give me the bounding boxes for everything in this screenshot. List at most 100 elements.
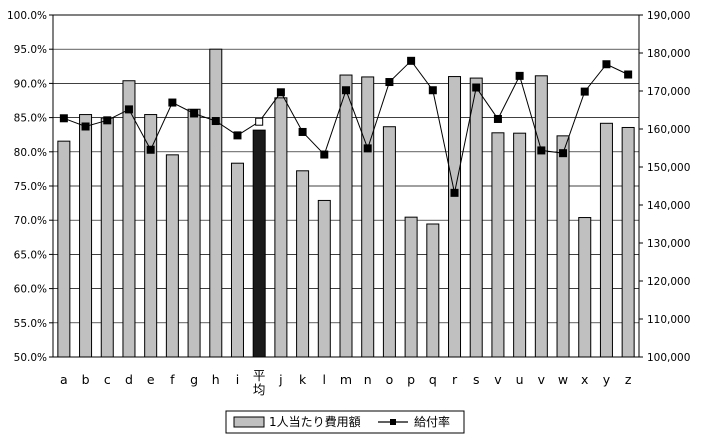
bar [230,162,244,358]
line-marker [190,109,199,118]
bar [100,117,114,358]
bar [621,126,635,358]
line-marker [580,87,589,96]
legend-bar-label: 1人当たり費用額 [269,414,361,429]
line-marker [124,105,133,114]
right-tick-label: 110,000 [647,314,690,326]
bar [79,114,93,358]
line-marker [537,146,546,155]
right-tick-label: 100,000 [647,352,690,364]
bar [57,140,71,358]
line-marker [168,98,177,107]
category-label: y [603,372,611,387]
line-marker [385,78,394,87]
category-label: b [82,372,90,387]
line-series [59,56,633,197]
left-tick-label: 55.0% [14,318,47,330]
right-tick-label: 120,000 [647,276,690,288]
category-label: d [125,372,133,387]
line-marker [81,122,90,131]
legend-line-label: 給付率 [414,414,450,429]
category-label: l [323,372,326,387]
right-tick-label: 130,000 [647,238,690,250]
bar [361,76,375,358]
category-label: g [190,372,198,387]
bar [252,129,266,358]
right-tick-label: 190,000 [647,10,690,22]
bar [578,217,592,358]
line-marker [320,150,329,159]
right-tick-label: 140,000 [647,200,690,212]
bar-series [57,48,635,358]
bar [187,108,201,358]
line-marker [211,117,220,126]
category-label: 平 [253,368,266,383]
right-tick-label: 170,000 [647,86,690,98]
category-label: s [473,372,480,387]
line-marker [472,83,481,92]
right-tick-label: 150,000 [647,162,690,174]
bar [144,114,158,358]
line-marker [255,117,264,126]
line-marker [103,116,112,125]
bar [469,77,483,358]
bar [317,199,331,358]
left-tick-label: 100.0% [7,10,47,22]
bar [122,80,136,358]
line-marker [59,114,68,123]
category-label: n [364,372,372,387]
line-marker [428,86,437,95]
left-tick-label: 75.0% [14,181,47,193]
left-tick-label: 70.0% [14,215,47,227]
category-label: f [170,372,175,387]
category-label: m [340,372,352,387]
left-tick-label: 90.0% [14,78,47,90]
bar [513,132,527,358]
bar [448,76,462,358]
category-label: r [452,372,458,387]
line-marker [146,145,155,154]
left-axis: 50.0% 55.0% 60.0% 65.0% 70.0% 75.0% 80.0% 85.0%… [7,10,53,364]
category-label: a [60,372,68,387]
category-axis: a b c d e f g h i 平均j k l m n o p q r s v u v w x y z [60,368,632,397]
category-label: v [494,372,502,387]
left-tick-label: 65.0% [14,249,47,261]
bar [599,122,613,358]
category-label: x [581,372,588,387]
line-marker [407,56,416,65]
category-label: h [212,372,220,387]
left-tick-label: 95.0% [14,44,47,56]
category-label: i [236,372,239,387]
category-label: k [299,372,307,387]
bar [534,75,548,358]
legend-bar-swatch [233,416,265,428]
legend-line-marker [390,419,396,425]
bar [296,170,310,358]
bar [426,223,440,358]
category-label: v [538,372,546,387]
bar [209,48,223,358]
left-tick-label: 85.0% [14,113,47,125]
line-marker [298,127,307,136]
bar [165,154,179,358]
line-marker [342,86,350,95]
line-marker [515,71,524,80]
category-label: u [516,372,524,387]
category-label: z [625,372,632,387]
category-label: p [407,372,415,387]
bar [491,132,505,358]
left-tick-label: 80.0% [14,147,47,159]
legend: 1人当たり費用額 給付率 [225,410,465,434]
bar [382,126,396,358]
line-marker [602,60,611,69]
category-label: q [429,372,437,387]
line-marker [363,144,372,153]
line-marker [450,188,459,197]
line-marker [233,131,242,140]
line-marker [493,114,502,123]
legend-box [225,410,465,434]
category-label: j [278,372,282,387]
bar [274,97,288,358]
bar [556,135,570,358]
